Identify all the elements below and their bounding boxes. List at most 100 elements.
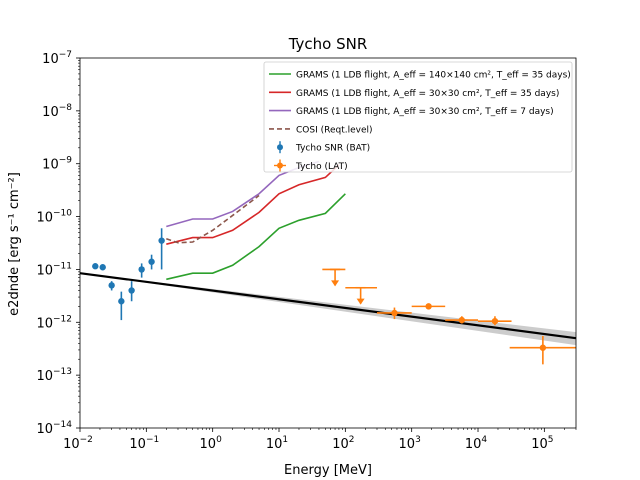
x-tick-base: 10 bbox=[129, 437, 146, 452]
plot-frame bbox=[79, 57, 577, 429]
upper-limit-arrow bbox=[331, 280, 340, 287]
data-marker bbox=[118, 298, 125, 305]
x-tick-exponent: 2 bbox=[349, 435, 355, 445]
y-tick-label: 10−11 bbox=[36, 261, 72, 278]
y-tick-label: 10−14 bbox=[36, 420, 72, 437]
x-tick-exponent: 1 bbox=[282, 435, 288, 445]
data-point bbox=[148, 254, 155, 270]
data-marker bbox=[138, 266, 145, 273]
data-point bbox=[345, 286, 377, 305]
x-axis-label: Energy [MeV] bbox=[284, 463, 372, 478]
x-tick-base: 10 bbox=[399, 437, 416, 452]
model-error-band bbox=[80, 273, 576, 346]
x-tick-label: 104 bbox=[465, 435, 488, 452]
x-tick-label: 101 bbox=[266, 435, 288, 452]
data-marker bbox=[92, 263, 99, 270]
model-band-layer bbox=[80, 273, 576, 346]
data-marker bbox=[108, 282, 115, 289]
y-tick-label: 10−13 bbox=[36, 367, 72, 384]
x-tick-base: 10 bbox=[531, 437, 548, 452]
y-tick-base: 10 bbox=[36, 316, 53, 331]
y-tick-label: 10−9 bbox=[42, 156, 72, 173]
legend-entry: GRAMS (1 LDB flight, A_eff = 140×140 cm²… bbox=[296, 71, 571, 81]
x-tick-label: 103 bbox=[399, 435, 421, 452]
series-line-grams bbox=[166, 193, 346, 281]
y-tick-label: 10−10 bbox=[36, 209, 72, 226]
y-tick-base: 10 bbox=[36, 422, 53, 437]
legend-swatch-marker bbox=[277, 162, 283, 169]
x-tick-exponent: −2 bbox=[80, 435, 93, 445]
y-tick-exponent: −9 bbox=[59, 156, 73, 166]
y-tick-base: 10 bbox=[42, 52, 59, 67]
x-tick-exponent: −1 bbox=[146, 435, 159, 445]
data-marker bbox=[148, 258, 155, 265]
data-marker bbox=[99, 264, 106, 271]
y-tick-exponent: −8 bbox=[59, 103, 73, 113]
model-powerlaw-line bbox=[79, 272, 577, 340]
data-point bbox=[411, 303, 446, 310]
legend-box bbox=[263, 61, 573, 173]
y-tick-base: 10 bbox=[42, 105, 59, 120]
data-point bbox=[509, 336, 576, 365]
x-tick-label: 102 bbox=[332, 435, 354, 452]
y-tick-exponent: −11 bbox=[53, 261, 72, 271]
model-layer bbox=[79, 272, 577, 340]
data-marker bbox=[458, 316, 466, 324]
data-point bbox=[376, 307, 412, 320]
y-tick-base: 10 bbox=[36, 211, 53, 226]
x-tick-base: 10 bbox=[332, 437, 349, 452]
data-marker bbox=[491, 317, 499, 325]
y-tick-exponent: −14 bbox=[53, 420, 72, 430]
data-point bbox=[445, 316, 479, 324]
y-tick-label: 10−8 bbox=[42, 103, 72, 120]
x-tick-exponent: 5 bbox=[548, 435, 554, 445]
data-point bbox=[92, 263, 99, 270]
data-point bbox=[128, 281, 135, 302]
upper-limit-arrow bbox=[356, 298, 365, 305]
x-tick-exponent: 3 bbox=[415, 435, 421, 445]
y-tick-exponent: −7 bbox=[59, 50, 72, 60]
y-tick-exponent: −12 bbox=[53, 314, 72, 324]
data-marker bbox=[539, 344, 547, 351]
data-point bbox=[478, 316, 512, 326]
x-tick-base: 10 bbox=[465, 437, 482, 452]
data-point bbox=[322, 268, 346, 287]
data-point bbox=[108, 281, 115, 291]
data-marker bbox=[425, 303, 432, 310]
data-marker bbox=[158, 237, 165, 244]
x-tick-exponent: 4 bbox=[481, 435, 487, 445]
y-tick-base: 10 bbox=[42, 158, 59, 173]
legend-swatch-marker bbox=[277, 144, 283, 151]
y-tick-base: 10 bbox=[36, 263, 53, 278]
y-tick-label: 10−12 bbox=[36, 314, 72, 331]
series-line-cosi bbox=[166, 194, 260, 244]
data-point bbox=[138, 263, 145, 278]
data-point bbox=[99, 264, 106, 271]
x-tick-label: 10−1 bbox=[129, 435, 159, 452]
legend: GRAMS (1 LDB flight, A_eff = 140×140 cm²… bbox=[263, 61, 573, 173]
x-tick-base: 10 bbox=[266, 437, 283, 452]
x-axis: 10−2 10−1 100 101 102 103 104 105 bbox=[63, 428, 577, 452]
x-tick-base: 10 bbox=[63, 437, 80, 452]
data-marker bbox=[391, 309, 398, 317]
data-point bbox=[158, 228, 165, 270]
points-layer bbox=[92, 228, 576, 365]
x-tick-exponent: 0 bbox=[216, 435, 222, 445]
y-tick-label: 10−7 bbox=[42, 50, 72, 67]
y-axis-label: e2dnde [erg s⁻¹ cm⁻²] bbox=[7, 172, 22, 316]
x-tick-label: 10−2 bbox=[63, 435, 93, 452]
x-tick-label: 105 bbox=[531, 435, 553, 452]
x-tick-label: 100 bbox=[200, 435, 223, 452]
legend-entry: COSI (Reqt.level) bbox=[296, 125, 373, 135]
y-tick-exponent: −10 bbox=[53, 209, 72, 219]
x-tick-base: 10 bbox=[200, 437, 217, 452]
legend-entry: GRAMS (1 LDB flight, A_eff = 30×30 cm², … bbox=[296, 107, 554, 117]
legend-entry: Tycho SNR (BAT) bbox=[295, 144, 370, 154]
y-tick-exponent: −13 bbox=[53, 367, 72, 377]
legend-entry: Tycho (LAT) bbox=[295, 162, 348, 172]
data-marker bbox=[128, 287, 135, 294]
legend-entry: GRAMS (1 LDB flight, A_eff = 30×30 cm², … bbox=[296, 89, 559, 99]
chart-title: Tycho SNR bbox=[288, 35, 368, 53]
